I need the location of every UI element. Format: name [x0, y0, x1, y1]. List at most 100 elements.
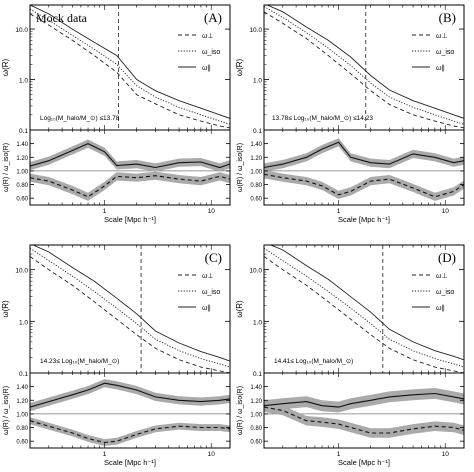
x-axis-label: Scale [Mpc h⁻¹]	[104, 215, 156, 224]
bottom-y-axis-label: ω(R) / ω_iso(R)	[3, 386, 10, 435]
panel-4: 0.1 1.0 10.0 ω(R) (D) ω⊥ ω_iso ω∥ 14.41≤ Log₁₀(M…	[235, 244, 465, 467]
bottom-y-axis-label: ω(R) / ω_iso(R)	[3, 143, 10, 192]
legend-label-2: ω_iso	[202, 49, 220, 56]
bottom-plot-area	[264, 388, 464, 438]
mass-range-label: Log₁₀(M_halo/M_⊙) ≤13.78	[40, 115, 120, 122]
top-ytick-label: 10.0	[249, 27, 262, 34]
panel-letter: (D)	[438, 250, 456, 265]
bottom-ytick-label: 0.60	[250, 440, 262, 446]
bottom-ytick-label: 1.00	[250, 412, 262, 418]
panel-2: 0.1 1.0 10.0 ω(R) (B) ω⊥ ω_iso ω∥ 13.78≤ Log₁₀(M…	[235, 4, 465, 224]
xtick-label: 1	[103, 451, 107, 458]
error-band-1	[264, 388, 464, 413]
legend-label-3: ω∥	[202, 304, 211, 312]
top-axes-frame	[263, 4, 465, 131]
top-plot-area	[30, 245, 230, 373]
ratio-line-2	[30, 175, 230, 198]
top-series-line-3	[32, 245, 230, 362]
top-series-line-2	[264, 247, 464, 368]
top-series-line-1	[30, 256, 230, 373]
xtick-label: 1	[337, 451, 341, 458]
bottom-ytick-label: 0.80	[16, 183, 28, 189]
panel-1: 0.1 1.0 10.0 ω(R) (A) Mock data ω⊥ ω_iso ω∥ Log₁₀…	[1, 4, 231, 224]
top-plot-area	[264, 5, 464, 130]
bottom-ytick-label: 0.80	[250, 183, 262, 189]
panel-3: 0.1 1.0 10.0 ω(R) (C) ω⊥ ω_iso ω∥ 14.23≤ Log₁₀(M…	[1, 244, 231, 467]
bottom-plot-area	[30, 139, 230, 201]
bottom-ytick-label: 1.20	[250, 156, 262, 162]
bottom-ytick-label: 1.40	[250, 385, 262, 391]
error-band-2	[30, 171, 230, 201]
top-series-line-1	[264, 11, 464, 129]
mass-range-label: 14.41≤ Log₁₀(M_halo/M_⊙)	[274, 358, 353, 365]
mass-range-label: 13.78≤ Log₁₀(M_halo/M_⊙) ≤14.23	[272, 115, 373, 122]
error-band-2	[30, 417, 230, 446]
bottom-ytick-label: 1.20	[16, 399, 28, 405]
bottom-ytick-label: 1.40	[250, 142, 262, 148]
error-band-2	[264, 170, 464, 201]
bottom-ytick-label: 1.00	[250, 169, 262, 175]
top-series-line-2	[30, 247, 230, 368]
top-ytick-label: 1.0	[253, 78, 262, 85]
bottom-plot-area	[30, 379, 230, 446]
ratio-line-1	[264, 141, 464, 169]
top-y-axis-label: ω(R)	[235, 58, 244, 76]
top-series-line-1	[264, 256, 464, 373]
legend-label-3: ω∥	[436, 304, 445, 312]
top-axes-frame	[263, 244, 465, 374]
top-series-line-3	[30, 5, 230, 119]
error-band-1	[30, 379, 230, 412]
panel-letter: (B)	[439, 10, 456, 25]
xtick-label: 10	[442, 208, 450, 215]
top-ytick-label: 10.0	[249, 268, 262, 275]
bottom-axes-frame	[263, 372, 465, 449]
xtick-label: 10	[208, 208, 216, 215]
xtick-label: 10	[442, 451, 450, 458]
top-series-line-2	[264, 6, 464, 125]
top-plot-area	[264, 245, 464, 373]
legend-label-3: ω∥	[202, 64, 211, 72]
panel-title: Mock data	[36, 11, 88, 25]
top-series-line-2	[30, 8, 230, 125]
x-axis-label: Scale [Mpc h⁻¹]	[338, 215, 390, 224]
bottom-ytick-label: 1.40	[16, 385, 28, 391]
bottom-ytick-label: 1.00	[16, 412, 28, 418]
top-y-axis-label: ω(R)	[235, 300, 244, 318]
top-ytick-label: 0.1	[19, 128, 28, 135]
bottom-axes-frame	[263, 129, 465, 206]
bottom-ytick-label: 0.80	[16, 426, 28, 432]
legend-label-1: ω⊥	[436, 33, 448, 40]
top-ytick-label: 10.0	[15, 27, 28, 34]
bottom-ytick-label: 0.60	[16, 197, 28, 203]
top-y-axis-label: ω(R)	[1, 300, 10, 318]
legend-label-1: ω⊥	[202, 273, 214, 280]
bottom-ytick-label: 0.80	[250, 426, 262, 432]
xtick-label: 1	[337, 208, 341, 215]
ratio-line-1	[264, 392, 464, 408]
ratio-line-2	[264, 173, 464, 198]
bottom-axes-frame	[29, 372, 231, 449]
x-axis-label: Scale [Mpc h⁻¹]	[104, 458, 156, 467]
x-axis-label: Scale [Mpc h⁻¹]	[338, 458, 390, 467]
top-plot-area	[30, 5, 230, 130]
top-ytick-label: 1.0	[253, 319, 262, 326]
bottom-ytick-label: 1.40	[16, 142, 28, 148]
top-y-axis-label: ω(R)	[1, 58, 10, 76]
mass-range-label: 14.23≤ Log₁₀(M_halo/M_⊙)	[40, 358, 119, 365]
bottom-ytick-label: 1.20	[16, 156, 28, 162]
bottom-ytick-label: 1.00	[16, 169, 28, 175]
top-ytick-label: 0.1	[253, 128, 262, 135]
legend-label-2: ω_iso	[436, 289, 454, 296]
bottom-ytick-label: 1.20	[250, 399, 262, 405]
legend-label-3: ω∥	[436, 64, 445, 72]
legend-label-2: ω_iso	[436, 49, 454, 56]
panel-letter: (A)	[204, 10, 222, 25]
ratio-line-2	[30, 420, 230, 444]
bottom-y-axis-label: ω(R) / ω_iso(R)	[237, 143, 244, 192]
bottom-y-axis-label: ω(R) / ω_iso(R)	[237, 386, 244, 435]
ratio-line-2	[264, 406, 464, 434]
bottom-plot-area	[264, 138, 464, 201]
top-ytick-label: 10.0	[15, 268, 28, 275]
error-band-1	[264, 138, 464, 172]
